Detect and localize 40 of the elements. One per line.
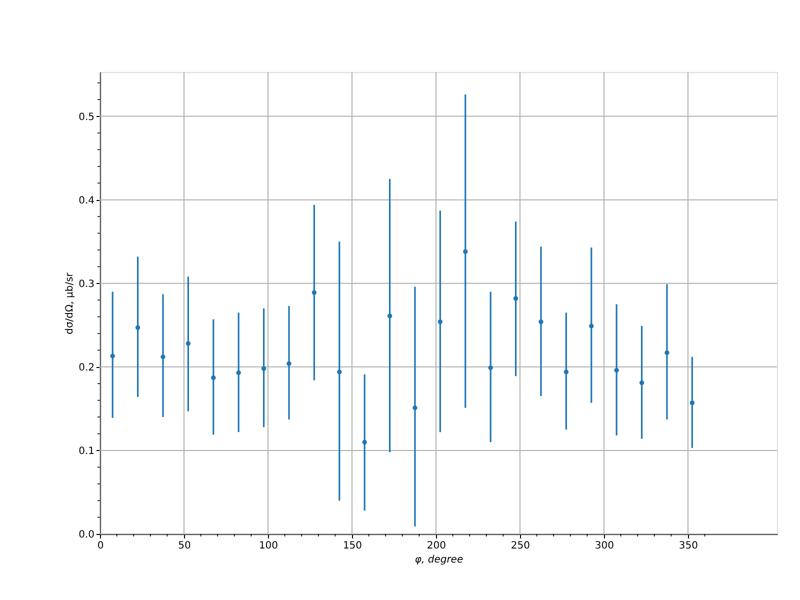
x-tick-label: 250 (510, 540, 530, 552)
point (186, 341, 191, 346)
point (690, 400, 695, 406)
y-tick-label: 0.5 (78, 112, 94, 123)
point (236, 370, 241, 376)
point (438, 319, 443, 324)
point (362, 440, 367, 444)
point (261, 366, 266, 371)
x-tick-label: 0 (97, 540, 104, 552)
point (135, 325, 140, 330)
point (110, 354, 115, 358)
y-tick-label: 0.4 (78, 195, 94, 206)
x-tick-label: 300 (594, 540, 614, 552)
point (412, 406, 418, 410)
point (286, 361, 292, 366)
point (211, 375, 216, 380)
point (664, 350, 670, 356)
point (589, 324, 594, 328)
point (337, 370, 342, 374)
x-tick-label: 350 (678, 540, 698, 552)
y-tick-label: 0.0 (78, 530, 94, 540)
point (160, 354, 166, 360)
x-tick-label: 200 (426, 540, 446, 552)
point (463, 249, 468, 254)
point (614, 368, 619, 373)
point (312, 290, 317, 295)
point (639, 380, 644, 386)
y-tick-label: 0.2 (78, 362, 94, 374)
point (488, 365, 493, 370)
x-axis-title: φ, degree (414, 554, 464, 566)
point (387, 314, 392, 318)
x-tick-label: 150 (342, 540, 362, 552)
x-tick-label: 50 (178, 540, 191, 552)
point (538, 319, 544, 324)
point (564, 370, 569, 374)
x-tick-label: 100 (258, 540, 278, 552)
point (513, 296, 518, 301)
y-tick-label: 0.3 (78, 278, 94, 290)
y-axis-title: dσ/dΩ, μb/sr (64, 272, 76, 334)
y-tick-label: 0.1 (78, 446, 94, 457)
